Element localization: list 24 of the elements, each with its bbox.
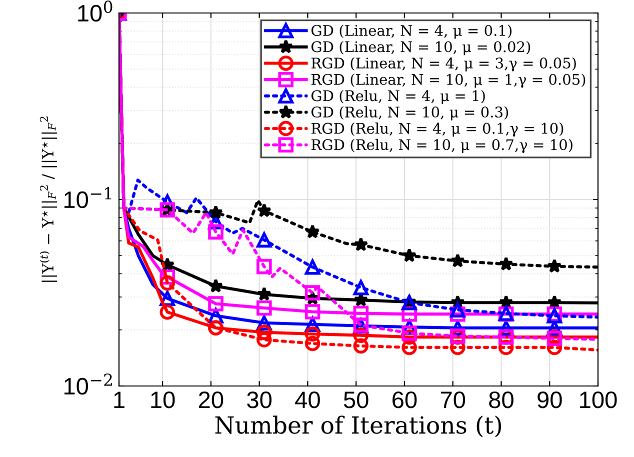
legend-label: RGD (Relu, N = 10, μ = 0.7,γ = 10) [311, 138, 572, 154]
x-tick-label: 20 [198, 391, 224, 408]
y-tick-label: 10$^{−1}$ [64, 187, 112, 208]
x-tick-label: 60 [392, 391, 417, 408]
legend-label: GD (Linear, N = 4, μ = 0.1) [311, 24, 512, 39]
legend-label: RGD (Relu, N = 4, μ = 0.1,γ = 10) [311, 122, 564, 137]
legend-label: RGD (Linear, N = 4, μ = 3,γ = 0.05) [311, 57, 576, 72]
x-tick-label: 100 [580, 391, 617, 408]
legend-label: GD (Relu, N = 4, μ = 1) [311, 90, 485, 104]
x-tick-label: 50 [344, 391, 368, 408]
legend-label: RGD (Linear, N = 10, μ = 1,γ = 0.05) [311, 74, 586, 88]
x-tick-label: 40 [295, 391, 320, 408]
x-axis-title: Number of Iterations (t) [215, 416, 502, 438]
legend-label: GD (Linear, N = 10, μ = 0.02) [311, 40, 530, 56]
y-tick-label: 10$^{−2}$ [64, 374, 112, 395]
x-tick-label: 90 [538, 391, 562, 408]
x-tick-label: 80 [489, 391, 514, 408]
y-tick-label: 10$^{0}$ [78, 0, 112, 22]
x-tick-label: 30 [247, 391, 272, 408]
x-tick-label: 10 [151, 391, 175, 408]
legend-label: GD (Relu, N = 10, μ = 0.3) [311, 106, 508, 120]
x-tick-label: 1 [114, 392, 124, 408]
x-tick-label: 70 [440, 391, 466, 408]
text: ||Y$^{(t)}$ − Y$^{⋆}$||$_{F}$$^{2}$ / ||Y$^{⋆}$||$_{F}$$^{2}$ [40, 116, 57, 282]
